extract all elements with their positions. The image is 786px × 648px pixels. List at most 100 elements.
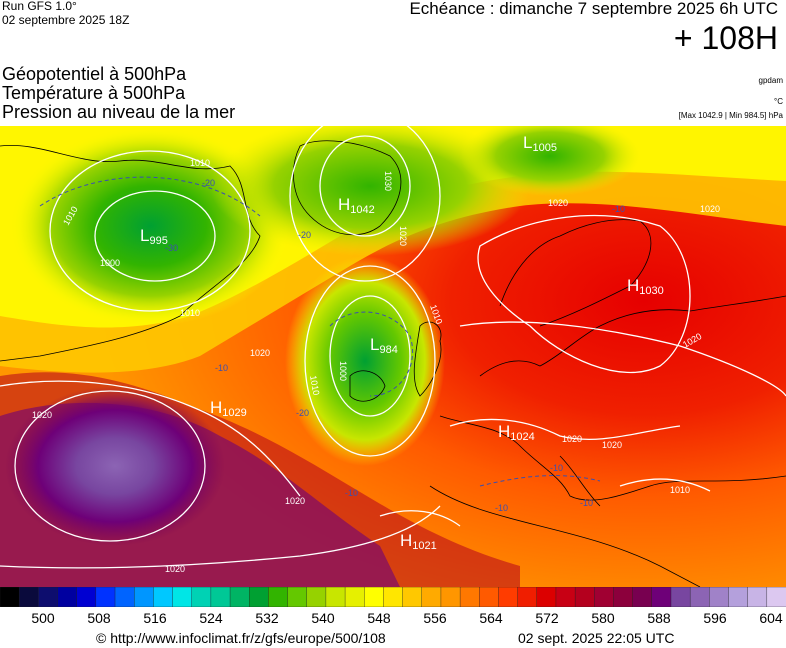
warm-core-field xyxy=(5,386,225,546)
color-swatch xyxy=(555,587,576,607)
color-swatch xyxy=(728,587,749,607)
weather-map: L995 L1005 H1042 H1030 L984 H1029 H1024 … xyxy=(0,126,786,587)
legend-tick: 556 xyxy=(423,610,447,626)
pressure-center-value: 1021 xyxy=(412,540,436,552)
color-swatch xyxy=(402,587,423,607)
color-swatch xyxy=(344,587,365,607)
color-swatch xyxy=(38,587,59,607)
isobar-label: 1020 xyxy=(602,440,622,450)
color-swatch xyxy=(536,587,557,607)
isotherm-label: -10 xyxy=(215,363,228,373)
color-swatch xyxy=(153,587,174,607)
pressure-center-type: L xyxy=(370,335,379,354)
color-swatch xyxy=(18,587,40,607)
color-swatch xyxy=(632,587,653,607)
svg-text:L995: L995 xyxy=(140,226,168,247)
isotherm-label: -30 xyxy=(165,243,178,253)
valid-time: Echéance : dimanche 7 septembre 2025 6h … xyxy=(409,0,778,18)
legend-tick: 532 xyxy=(255,610,279,626)
legend-tick: 516 xyxy=(143,610,167,626)
atlantic-low-field xyxy=(285,256,445,466)
arctic-field xyxy=(460,126,640,196)
isobar-label: 1020 xyxy=(285,496,305,506)
isotherm-label: -20 xyxy=(202,178,215,188)
isobar-label: 1020 xyxy=(165,564,185,574)
color-swatch xyxy=(191,587,212,607)
run-label: Run GFS 1.0° xyxy=(2,0,77,13)
pressure-center-value: 1029 xyxy=(222,407,246,419)
color-swatch xyxy=(287,587,308,607)
unit-geopotential: gpdam xyxy=(758,76,783,85)
isobars xyxy=(0,126,786,569)
lead-time: + 108H xyxy=(673,20,778,56)
legend-tick: 508 xyxy=(87,610,111,626)
isotherm-label: -20 xyxy=(298,230,311,240)
color-swatch xyxy=(95,587,116,607)
color-swatch xyxy=(229,587,250,607)
color-scale xyxy=(0,587,786,607)
svg-text:H1042: H1042 xyxy=(338,195,375,216)
pressure-center-value: 1030 xyxy=(639,285,663,297)
isotherm-label: -10 xyxy=(580,498,593,508)
color-swatch xyxy=(613,587,634,607)
isotherm-label: -20 xyxy=(296,408,309,418)
svg-text:H1029: H1029 xyxy=(210,398,247,419)
color-swatch xyxy=(210,587,231,607)
isobar-label: 1020 xyxy=(398,226,408,246)
pressure-center-value: 1024 xyxy=(510,431,534,443)
isobar-label: 1020 xyxy=(548,198,568,208)
isobar-label: 1030 xyxy=(383,171,393,191)
isobar-label: 1000 xyxy=(338,361,348,381)
color-swatch xyxy=(747,587,768,607)
layer-temperature: Température à 500hPa xyxy=(2,83,186,103)
legend-tick: 524 xyxy=(199,610,223,626)
color-swatch xyxy=(76,587,97,607)
legend-tick: 596 xyxy=(703,610,727,626)
source-url: © http://www.infoclimat.fr/z/gfs/europe/… xyxy=(96,630,386,646)
color-swatch xyxy=(766,587,786,607)
legend-tick: 564 xyxy=(479,610,503,626)
color-swatch xyxy=(479,587,500,607)
legend-tick: 588 xyxy=(647,610,671,626)
isobar-label: 1010 xyxy=(190,158,210,168)
color-swatch xyxy=(498,587,519,607)
pressure-center-type: H xyxy=(498,422,510,441)
isobar-label: 1020 xyxy=(250,348,270,358)
pressure-center-value: 1005 xyxy=(532,142,556,154)
generated-time: 02 sept. 2025 22:05 UTC xyxy=(518,630,675,646)
color-swatch xyxy=(651,587,672,607)
color-swatch xyxy=(364,587,385,607)
color-swatch xyxy=(709,587,730,607)
isobar-label: 1020 xyxy=(562,434,582,444)
color-swatch xyxy=(306,587,327,607)
color-swatch xyxy=(594,587,615,607)
legend-tick: 500 xyxy=(31,610,55,626)
legend-tick: 572 xyxy=(535,610,559,626)
pressure-center-value: 1042 xyxy=(350,204,374,216)
isotherm-label: -10 xyxy=(612,204,625,214)
isotherms xyxy=(39,176,601,487)
color-swatch xyxy=(114,587,135,607)
pressure-centers: L995 L1005 H1042 H1030 L984 H1029 H1024 … xyxy=(140,133,664,552)
pressure-center-value: 995 xyxy=(149,235,167,247)
isotherm-label: -10 xyxy=(495,503,508,513)
color-swatch xyxy=(249,587,270,607)
color-swatch xyxy=(459,587,480,607)
pressure-center-type: L xyxy=(140,226,149,245)
legend-tick: 548 xyxy=(367,610,391,626)
svg-text:L984: L984 xyxy=(370,335,398,356)
isobar-label: 1020 xyxy=(32,410,52,420)
run-date: 02 septembre 2025 18Z xyxy=(2,13,130,27)
legend-tick: 604 xyxy=(759,610,783,626)
color-swatch xyxy=(670,587,691,607)
unit-temperature: °C xyxy=(774,97,783,106)
color-swatch xyxy=(133,587,155,607)
color-swatch xyxy=(57,587,78,607)
color-swatch xyxy=(421,587,442,607)
greenland-field xyxy=(210,126,530,256)
isotherm-label: -10 xyxy=(550,463,563,473)
pressure-center-type: H xyxy=(400,531,412,550)
color-swatch xyxy=(689,587,711,607)
isobar-label: 1010 xyxy=(180,308,200,318)
color-swatch xyxy=(383,587,404,607)
